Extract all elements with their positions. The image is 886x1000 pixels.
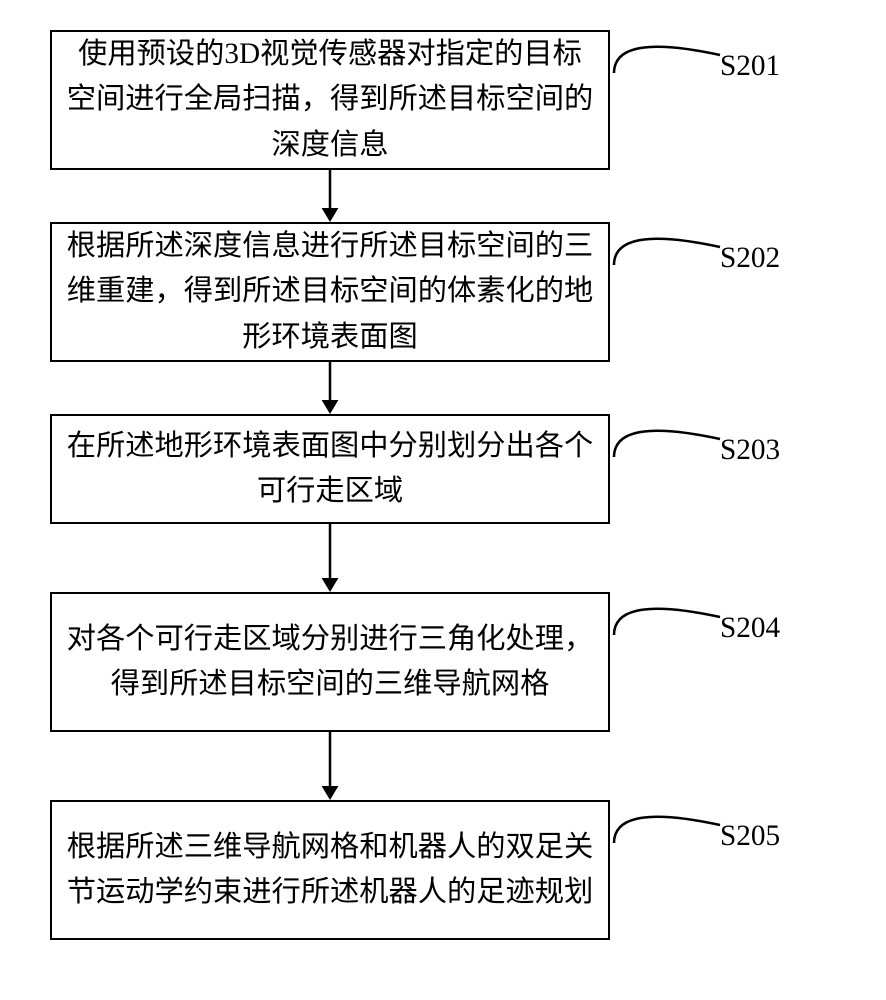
label-connector — [612, 414, 722, 459]
step-label-s204: S204 — [720, 612, 780, 645]
flowchart-step-s205: 根据所述三维导航网格和机器人的双足关节运动学约束进行所述机器人的足迹规划 — [50, 800, 610, 940]
flowchart-step-s204: 对各个可行走区域分别进行三角化处理，得到所述目标空间的三维导航网格 — [50, 592, 610, 732]
label-connector — [612, 592, 722, 637]
step-label-s202: S202 — [720, 242, 780, 275]
flow-arrow — [310, 524, 350, 592]
step-text: 对各个可行走区域分别进行三角化处理，得到所述目标空间的三维导航网格 — [66, 617, 594, 708]
flow-arrow — [310, 732, 350, 800]
step-label-s201: S201 — [720, 50, 780, 83]
flow-arrow — [310, 170, 350, 222]
label-connector — [612, 800, 722, 845]
flowchart-step-s203: 在所述地形环境表面图中分别划分出各个可行走区域 — [50, 414, 610, 524]
flowchart-step-s201: 使用预设的3D视觉传感器对指定的目标空间进行全局扫描，得到所述目标空间的深度信息 — [50, 30, 610, 170]
step-label-s205: S205 — [720, 820, 780, 853]
label-connector — [612, 222, 722, 267]
step-text: 根据所述三维导航网格和机器人的双足关节运动学约束进行所述机器人的足迹规划 — [66, 825, 594, 916]
step-text: 使用预设的3D视觉传感器对指定的目标空间进行全局扫描，得到所述目标空间的深度信息 — [66, 32, 594, 168]
step-label-s203: S203 — [720, 434, 780, 467]
flowchart-step-s202: 根据所述深度信息进行所述目标空间的三维重建，得到所述目标空间的体素化的地形环境表… — [50, 222, 610, 362]
flow-arrow — [310, 362, 350, 414]
label-connector — [612, 30, 722, 75]
step-text: 在所述地形环境表面图中分别划分出各个可行走区域 — [66, 424, 594, 515]
step-text: 根据所述深度信息进行所述目标空间的三维重建，得到所述目标空间的体素化的地形环境表… — [66, 224, 594, 360]
